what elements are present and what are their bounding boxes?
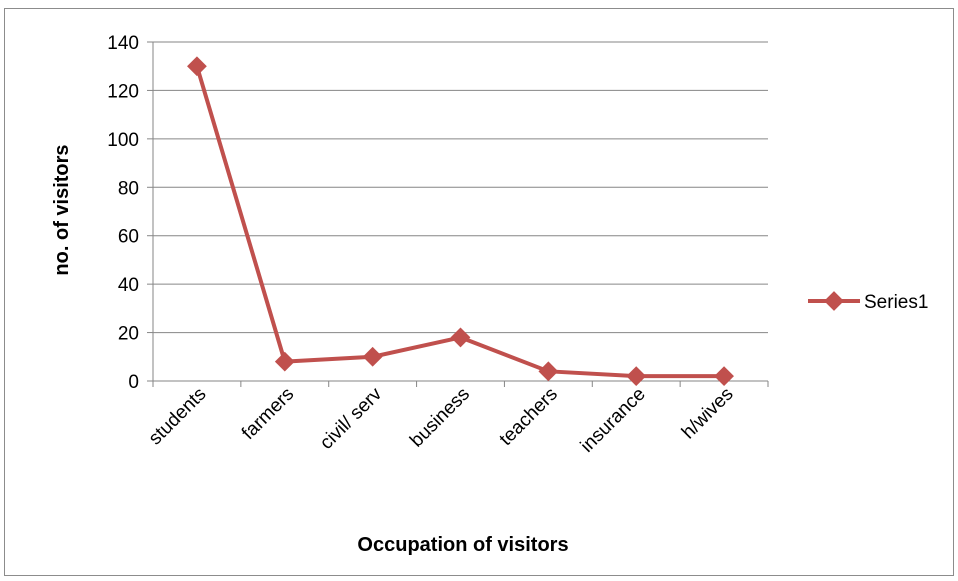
y-tick-label: 60	[118, 227, 139, 248]
data-point-marker	[714, 366, 734, 387]
y-tick-label: 140	[107, 33, 139, 54]
y-tick-label: 0	[128, 372, 139, 393]
data-point-marker	[538, 361, 559, 382]
x-tick-label: h/wives	[678, 384, 738, 444]
gridlines	[147, 41, 768, 382]
legend-label-series1: Series1	[864, 292, 928, 313]
x-tick-label: students	[145, 384, 211, 450]
y-tick-label: 80	[118, 178, 139, 199]
series-layer	[187, 56, 734, 387]
legend-marker-swatch	[824, 291, 844, 311]
x-axis-ticks: students farmers civil/ serv business teache…	[145, 381, 769, 457]
data-point-marker	[362, 346, 383, 367]
data-point-marker	[274, 351, 295, 372]
x-tick-label: business	[406, 384, 474, 452]
chart-frame	[4, 8, 954, 576]
y-tick-label: 120	[107, 81, 139, 102]
y-axis-ticks: 0 20 40 60 80 100 120 140	[107, 33, 139, 393]
x-tick-label: farmers	[238, 384, 298, 444]
x-axis-title: Occupation of visitors	[357, 534, 568, 556]
x-tick-label: civil/ serv	[316, 383, 386, 453]
x-tick-label: teachers	[496, 384, 562, 450]
y-tick-label: 40	[118, 275, 139, 296]
data-point-marker	[626, 366, 647, 387]
y-tick-label: 100	[107, 130, 139, 151]
data-point-marker	[450, 327, 471, 348]
legend: Series1	[808, 291, 928, 313]
x-tick-label: insurance	[577, 384, 650, 457]
y-tick-label: 20	[118, 324, 139, 345]
data-point-marker	[187, 56, 207, 77]
y-axis-title: no. of visitors	[51, 144, 73, 275]
